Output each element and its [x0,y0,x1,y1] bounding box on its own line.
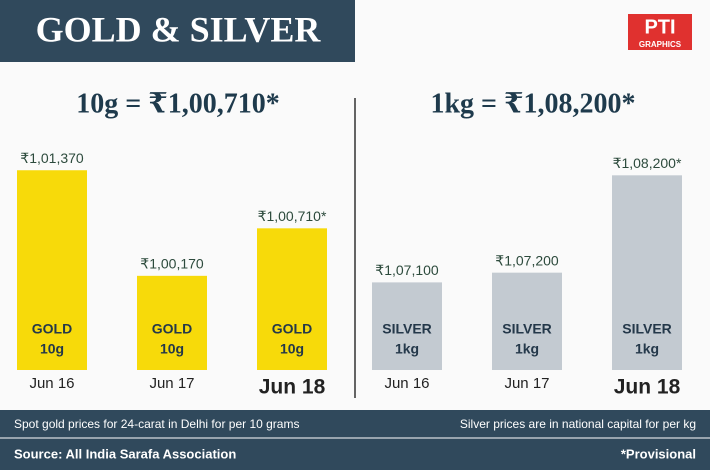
logo-box [628,14,692,50]
bar [612,175,682,370]
bar [372,282,442,370]
bar-unit: 10g [40,341,64,357]
value-label: ₹1,08,200* [613,155,682,171]
value-label: ₹1,07,200 [495,252,559,268]
bar-text: SILVER [502,321,552,337]
x-tick-label: Jun 18 [614,376,681,399]
x-tick-label: Jun 18 [259,376,326,399]
bar-unit: 10g [280,341,304,357]
source: Source: All India Sarafa Association [14,446,236,461]
bar-text: GOLD [32,321,72,337]
value-label: ₹1,00,170 [140,256,204,272]
bar-text: SILVER [622,321,672,337]
chart-headline: 1kg = ₹1,08,200* [430,88,635,119]
x-tick-label: Jun 16 [384,375,429,392]
bar [257,228,327,370]
note-right: Silver prices are in national capital fo… [460,417,696,431]
logo: PTI [644,16,675,38]
title: GOLD & SILVER [36,9,322,49]
chart-headline: 10g = ₹1,00,710* [76,88,279,119]
bar [137,275,207,370]
bar-unit: 1kg [395,341,419,357]
bar-unit: 1kg [635,341,659,357]
bar-unit: 10g [160,341,184,357]
x-tick-label: Jun 16 [29,375,74,392]
bar [492,272,562,370]
x-tick-label: Jun 17 [149,375,194,392]
bar-unit: 1kg [515,341,539,357]
value-label: ₹1,00,710* [258,208,327,224]
bar-text: SILVER [382,321,432,337]
x-tick-label: Jun 17 [504,375,549,392]
logo-sub: GRAPHICS [639,40,682,49]
note-left: Spot gold prices for 24-carat in Delhi f… [14,417,299,431]
title-box [0,0,355,62]
bar-text: GOLD [272,321,312,337]
bar-text: GOLD [152,321,192,337]
bar [17,170,87,370]
footer-band [0,410,710,470]
provisional: *Provisional [621,446,696,461]
value-label: ₹1,07,100 [375,262,439,278]
value-label: ₹1,01,370 [20,150,84,166]
